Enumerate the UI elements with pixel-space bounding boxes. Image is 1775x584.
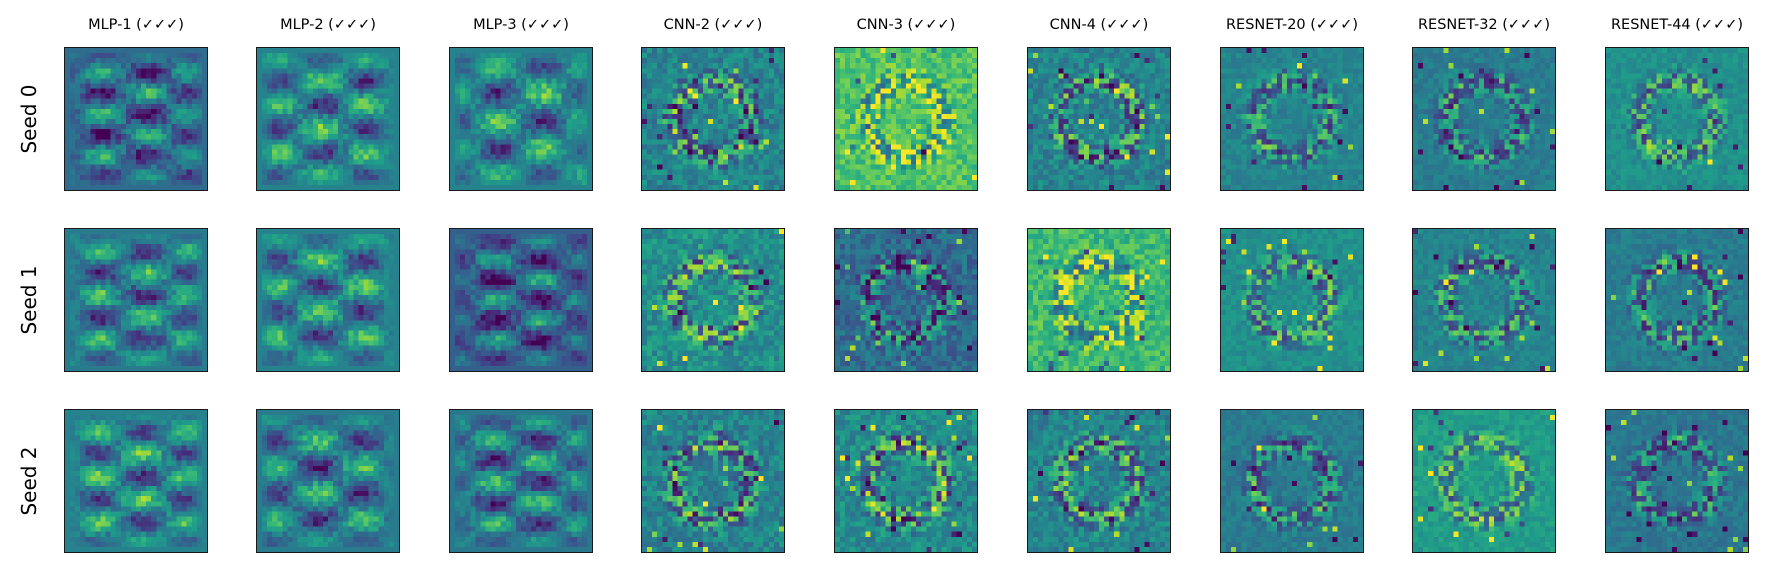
heatmap-panel <box>1605 228 1749 372</box>
heatmap-image <box>835 229 977 371</box>
heatmap-image <box>642 229 784 371</box>
column-title: CNN-2 (✓✓✓) <box>613 16 813 34</box>
heatmap-panel <box>1412 228 1556 372</box>
heatmap-panel <box>641 228 785 372</box>
heatmap-panel <box>834 47 978 191</box>
heatmap-panel <box>449 228 593 372</box>
heatmap-panel <box>1412 409 1556 553</box>
heatmap-image <box>1221 229 1363 371</box>
heatmap-panel <box>1027 228 1171 372</box>
heatmap-image <box>1413 410 1555 552</box>
column-title: RESNET-32 (✓✓✓) <box>1384 16 1584 34</box>
column-title: MLP-1 (✓✓✓) <box>36 16 236 34</box>
heatmap-panel <box>64 47 208 191</box>
heatmap-panel <box>449 409 593 553</box>
row-label: Seed 0 <box>17 39 41 199</box>
heatmap-image <box>835 48 977 190</box>
column-title: CNN-3 (✓✓✓) <box>806 16 1006 34</box>
column-title: RESNET-44 (✓✓✓) <box>1577 16 1775 34</box>
heatmap-panel <box>1412 47 1556 191</box>
heatmap-image <box>1221 410 1363 552</box>
heatmap-image <box>1028 410 1170 552</box>
heatmap-image <box>450 48 592 190</box>
column-title: MLP-3 (✓✓✓) <box>421 16 621 34</box>
heatmap-panel <box>834 228 978 372</box>
heatmap-image <box>1606 229 1748 371</box>
heatmap-panel <box>1027 409 1171 553</box>
heatmap-panel <box>64 228 208 372</box>
heatmap-image <box>642 48 784 190</box>
heatmap-panel <box>1220 409 1364 553</box>
heatmap-image <box>65 229 207 371</box>
heatmap-panel <box>1027 47 1171 191</box>
heatmap-image <box>65 410 207 552</box>
column-title: MLP-2 (✓✓✓) <box>228 16 428 34</box>
heatmap-image <box>257 229 399 371</box>
heatmap-image <box>835 410 977 552</box>
heatmap-panel <box>256 47 400 191</box>
row-label: Seed 2 <box>17 401 41 561</box>
heatmap-image <box>1028 48 1170 190</box>
heatmap-image <box>1413 229 1555 371</box>
heatmap-panel <box>1605 409 1749 553</box>
heatmap-image <box>1606 410 1748 552</box>
heatmap-panel <box>256 409 400 553</box>
heatmap-image <box>1413 48 1555 190</box>
heatmap-image <box>1606 48 1748 190</box>
heatmap-image <box>1028 229 1170 371</box>
column-title: CNN-4 (✓✓✓) <box>999 16 1199 34</box>
heatmap-panel <box>1220 47 1364 191</box>
heatmap-panel <box>64 409 208 553</box>
heatmap-image <box>642 410 784 552</box>
row-label: Seed 1 <box>17 220 41 380</box>
heatmap-panel <box>834 409 978 553</box>
heatmap-image <box>450 229 592 371</box>
heatmap-image <box>257 410 399 552</box>
heatmap-panel <box>1605 47 1749 191</box>
heatmap-panel <box>449 47 593 191</box>
heatmap-image <box>65 48 207 190</box>
heatmap-image <box>1221 48 1363 190</box>
heatmap-panel <box>641 47 785 191</box>
column-title: RESNET-20 (✓✓✓) <box>1192 16 1392 34</box>
heatmap-image <box>257 48 399 190</box>
heatmap-panel <box>641 409 785 553</box>
heatmap-panel <box>256 228 400 372</box>
heatmap-panel <box>1220 228 1364 372</box>
heatmap-image <box>450 410 592 552</box>
